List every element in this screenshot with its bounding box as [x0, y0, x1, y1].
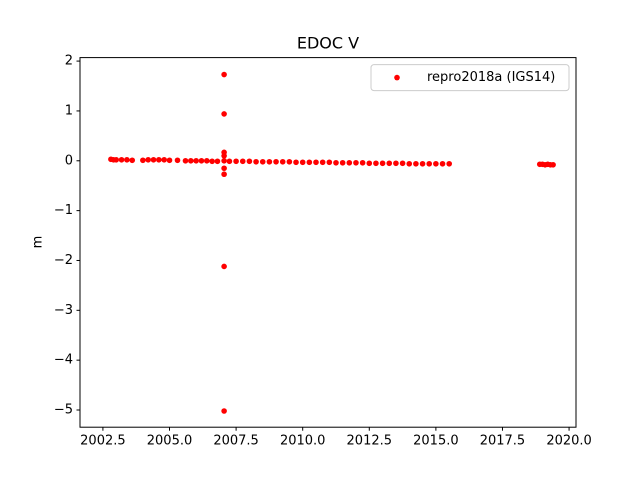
- data-point: [313, 159, 319, 166]
- x-tick-label: 2007.5: [213, 434, 259, 449]
- data-point: [221, 157, 227, 164]
- data-point: [156, 156, 162, 163]
- data-point: [174, 157, 181, 164]
- y-tick-label: 2: [65, 54, 73, 69]
- y-tick-label: 0: [65, 153, 73, 168]
- data-point: [379, 160, 386, 167]
- x-tick-label: 2012.5: [347, 434, 393, 449]
- data-point: [399, 160, 406, 167]
- data-point: [359, 159, 366, 166]
- data-point: [226, 158, 233, 165]
- data-point: [386, 160, 393, 167]
- x-tick-label: 2015.0: [413, 434, 459, 449]
- data-point: [161, 156, 167, 163]
- data-point: [433, 160, 439, 167]
- data-point: [221, 152, 227, 159]
- data-point: [426, 160, 433, 167]
- data-point: [221, 111, 227, 117]
- data-point: [439, 160, 446, 167]
- data-point: [266, 158, 273, 165]
- data-point: [193, 157, 199, 164]
- y-tick-label: 1: [65, 103, 73, 118]
- data-point: [333, 159, 339, 166]
- legend-marker: [394, 74, 400, 81]
- data-point: [413, 160, 419, 167]
- data-point: [306, 159, 313, 166]
- data-point: [273, 158, 279, 165]
- data-point: [286, 158, 293, 165]
- data-point: [446, 160, 453, 167]
- data-point: [145, 156, 151, 163]
- data-point: [550, 161, 556, 168]
- data-point: [246, 158, 253, 165]
- data-point: [140, 157, 146, 164]
- y-tick-label: −3: [54, 303, 73, 318]
- data-point: [221, 165, 227, 172]
- data-point: [221, 263, 227, 270]
- y-tick-label: −4: [54, 353, 73, 368]
- plot-frame: [79, 57, 577, 428]
- data-point: [118, 156, 125, 163]
- legend-label: repro2018a (IGS14): [427, 70, 555, 85]
- data-point: [124, 156, 130, 163]
- data-point: [259, 158, 266, 165]
- y-axis-label: m: [31, 236, 46, 249]
- data-point: [221, 71, 227, 78]
- data-point: [373, 160, 379, 167]
- data-point: [339, 159, 346, 166]
- data-point: [406, 160, 413, 167]
- y-tick-label: −1: [54, 203, 73, 218]
- data-point: [166, 157, 173, 164]
- chart-title: EDOC V: [297, 34, 359, 53]
- data-point: [253, 158, 259, 165]
- x-tick-label: 2020.0: [546, 434, 592, 449]
- y-tick-label: −2: [54, 253, 73, 268]
- data-point: [129, 157, 136, 164]
- data-point: [366, 160, 373, 167]
- data-point: [221, 408, 227, 414]
- data-point: [419, 160, 426, 167]
- data-point: [150, 156, 157, 163]
- data-point: [326, 159, 333, 166]
- data-point: [214, 158, 221, 165]
- data-point: [188, 157, 194, 164]
- data-point: [353, 159, 359, 166]
- data-point: [279, 158, 286, 165]
- x-tick-label: 2002.5: [80, 434, 126, 449]
- x-tick-label: 2010.0: [280, 434, 326, 449]
- data-point: [299, 159, 306, 166]
- data-point: [239, 158, 246, 165]
- data-point: [293, 159, 299, 166]
- x-tick-label: 2005.0: [147, 434, 193, 449]
- data-point: [209, 158, 215, 165]
- data-point: [113, 156, 120, 163]
- data-point: [182, 157, 189, 164]
- x-tick-label: 2017.5: [480, 434, 526, 449]
- data-point: [198, 157, 205, 164]
- data-point: [221, 171, 227, 178]
- data-point: [203, 157, 210, 164]
- data-point: [346, 159, 353, 166]
- data-point: [233, 158, 239, 165]
- legend-box: [370, 64, 570, 92]
- data-point: [319, 159, 326, 166]
- data-point: [393, 160, 399, 167]
- y-tick-label: −5: [54, 403, 73, 418]
